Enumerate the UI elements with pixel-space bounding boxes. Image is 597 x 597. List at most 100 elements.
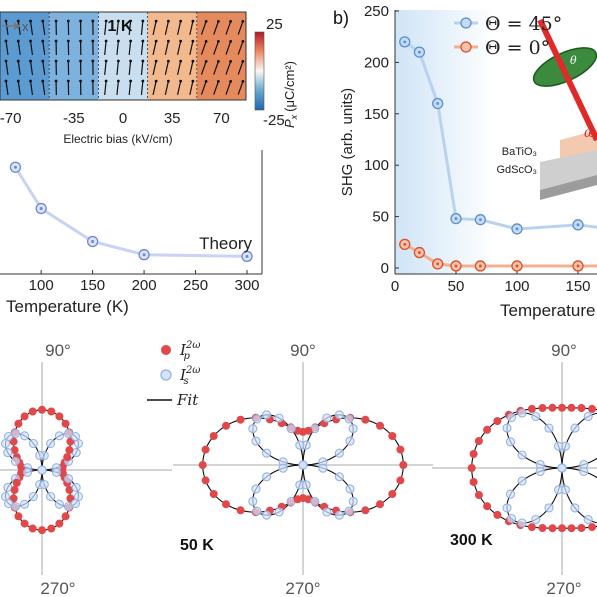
p-data-point: [65, 485, 74, 494]
polarization-arrows: [4, 19, 245, 96]
arrow-head: [29, 19, 32, 23]
s-data-point: [531, 514, 541, 525]
inset-title: 1 K: [108, 18, 133, 35]
x-tick-label: 200: [132, 277, 157, 294]
p-data-point: [493, 510, 502, 519]
s-data-point: [28, 491, 38, 502]
polarization-arrow: [116, 60, 119, 76]
arrow-head: [104, 39, 108, 43]
arrow-head: [179, 19, 183, 23]
domain-cell: [49, 12, 99, 100]
s-data-point: [262, 472, 272, 482]
p-data-point: [567, 524, 576, 533]
arrow-head: [116, 19, 120, 23]
s-data-point: [278, 463, 288, 473]
p-data-point: [28, 407, 37, 416]
s-data-point: [248, 496, 258, 506]
s-data-point: [583, 514, 593, 525]
s-data-point: [334, 448, 344, 458]
arrow-head: [191, 59, 195, 63]
s-data-point: [344, 414, 354, 424]
p-data-point: [527, 404, 536, 413]
domain-inset: x 1 K -70 -35 0 35 70 Electric bias (kV/cm): [0, 11, 247, 146]
s-data-point: [22, 467, 33, 477]
polarization-arrow: [164, 61, 169, 75]
arrow-head: [241, 80, 245, 83]
polarization-arrow: [5, 60, 9, 76]
x-tick-label: 100: [504, 278, 529, 295]
arrow-head: [229, 40, 233, 43]
polarization-arrow: [152, 81, 157, 95]
p-data-point: [63, 453, 72, 462]
polarization-arrow: [189, 21, 194, 35]
s-data-point: [3, 448, 13, 458]
s-data-point: [0, 438, 11, 449]
polarization-arrow: [200, 81, 207, 95]
x-tick-label: 150: [565, 278, 590, 295]
inset-tick-label: 70: [213, 110, 230, 127]
p-data-point: [483, 425, 492, 434]
inset-tick-label: 0: [119, 110, 127, 127]
arrow-head: [54, 19, 58, 23]
p-data-point: [548, 403, 557, 412]
polarization-arrow: [225, 81, 232, 95]
p-data-point: [558, 403, 566, 412]
s-data-point: [502, 423, 512, 433]
legend-label-s: I2ω s: [179, 365, 200, 387]
polarization-arrow: [164, 81, 169, 95]
s-data-point: [28, 438, 38, 449]
b-legend: Θ = 45° Θ = 0°: [454, 13, 562, 59]
polarization-arrow: [17, 40, 21, 56]
series-point-dot: [403, 40, 407, 44]
polar-legend: I2ω p I2ω s Fit: [147, 340, 200, 409]
polarization-arrow: [5, 80, 9, 96]
arrow-head: [241, 60, 245, 63]
p-data-point: [538, 404, 547, 412]
theory-point-dot: [245, 254, 249, 258]
arrow-head: [191, 79, 195, 83]
s-data-point: [71, 448, 81, 458]
s-data-point: [262, 448, 272, 458]
s-data-point: [51, 467, 62, 477]
polarization-arrow: [128, 60, 132, 76]
inset-frame: [0, 11, 247, 101]
polarization-arrow: [152, 21, 157, 35]
p-data-point: [201, 476, 210, 485]
polarization-arrow: [17, 20, 21, 36]
p-data-point: [467, 464, 476, 472]
arrow-head: [16, 59, 20, 63]
polarization-arrow: [176, 81, 182, 95]
polar-plot: [0, 362, 172, 575]
arrow-head: [4, 39, 8, 43]
polarization-arrow: [17, 60, 21, 76]
s-data-point: [506, 513, 517, 524]
p-data-point: [361, 415, 370, 424]
s-data-point: [517, 408, 527, 418]
s-data-point: [344, 506, 354, 516]
p-data-point: [588, 523, 597, 532]
panel-label-b: b): [333, 8, 349, 28]
polarization-arrow: [189, 61, 194, 75]
s-data-point: [54, 499, 64, 509]
s-data-point: [570, 503, 580, 513]
legend-marker-s: [160, 369, 172, 381]
s-data-point: [535, 466, 545, 477]
s-data-point: [505, 489, 516, 499]
p-data-point: [236, 415, 245, 424]
p-data-point: [558, 524, 566, 533]
arrow-head: [216, 60, 220, 63]
series-point-dot: [515, 264, 519, 268]
p-data-point: [483, 502, 492, 511]
x-tick-label: 100: [29, 277, 54, 294]
polarization-arrow: [189, 81, 194, 95]
series-point-dot: [436, 262, 440, 266]
y-tick-label: 100: [364, 157, 389, 174]
arrow-head: [166, 59, 170, 63]
p-data-point: [10, 485, 19, 494]
p-data-point: [527, 523, 536, 532]
s-data-point: [10, 501, 21, 512]
s-data-point: [71, 482, 81, 492]
p-data-point: [396, 476, 405, 485]
p-data-point: [567, 403, 576, 412]
